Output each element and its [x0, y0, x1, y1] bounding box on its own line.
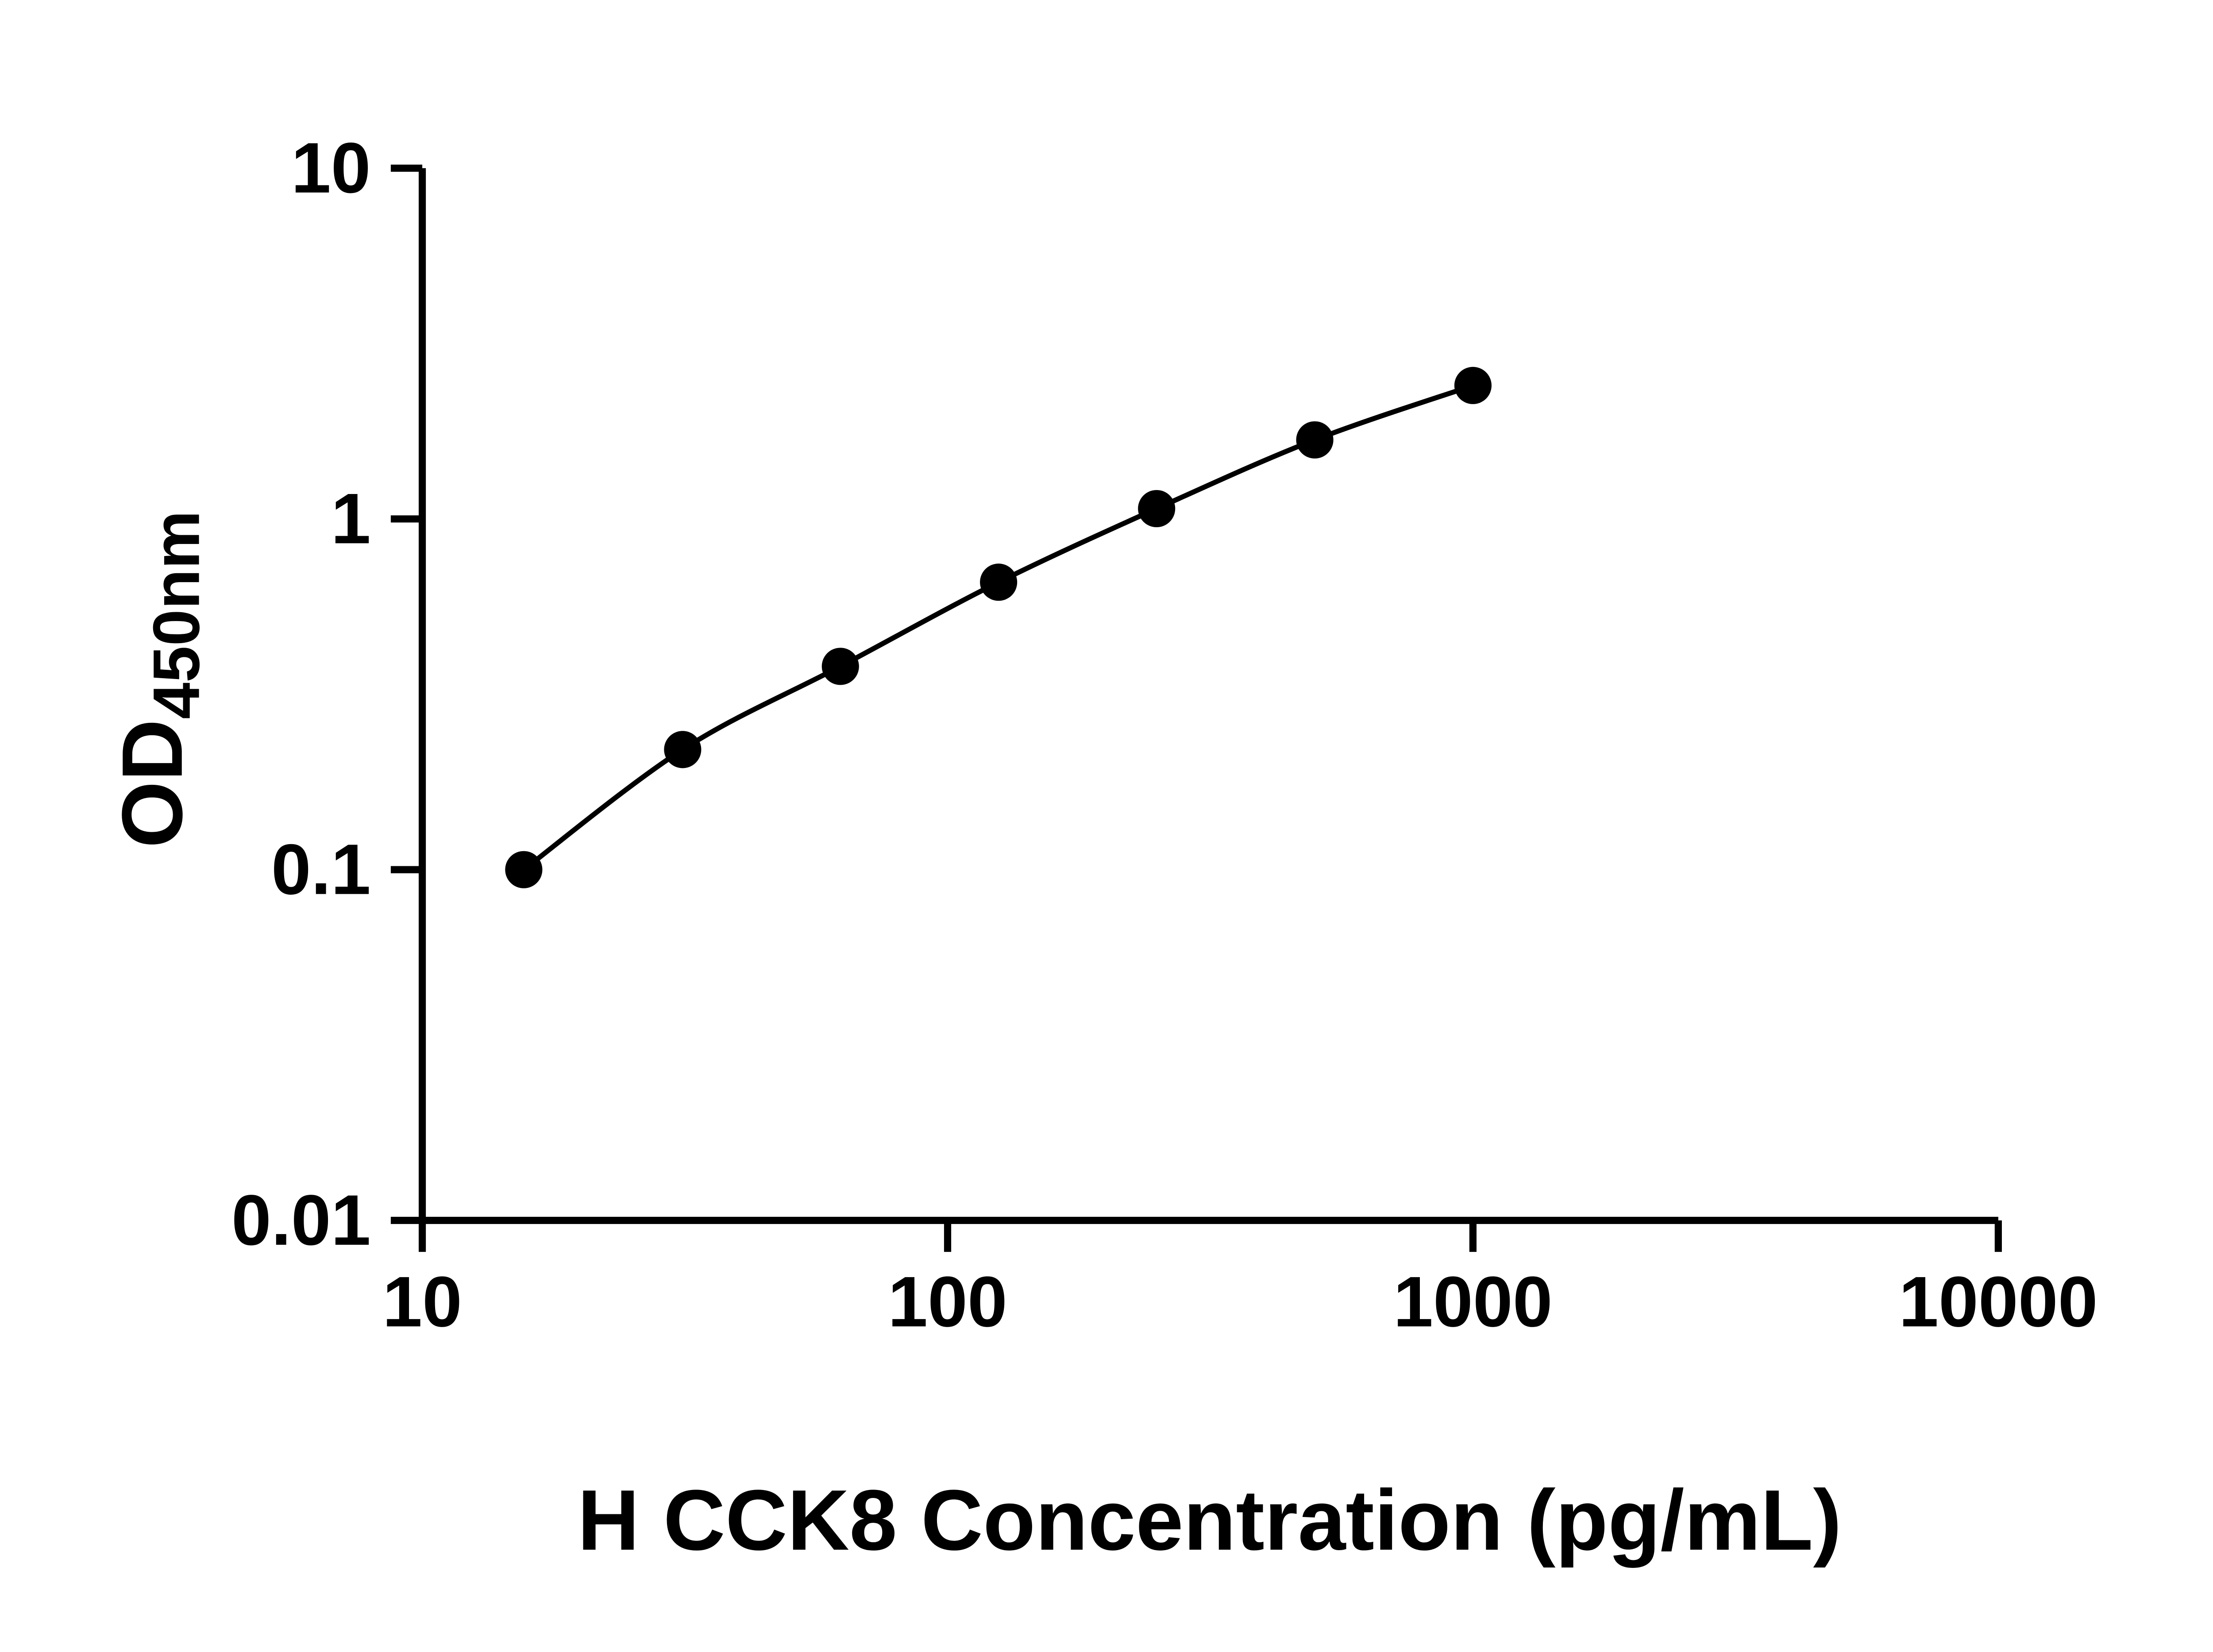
data-point — [1138, 490, 1176, 528]
y-axis-tick-label: 0.1 — [271, 830, 371, 910]
y-axis-tick-label: 10 — [291, 128, 371, 208]
x-axis-tick-label: 10000 — [1899, 1262, 2098, 1342]
y-axis-title: OD450nm — [104, 510, 213, 848]
standard-curve-series — [505, 367, 1492, 888]
axes — [418, 168, 1998, 1224]
axis-ticks — [390, 164, 2002, 1252]
data-point — [505, 851, 543, 888]
data-point — [1454, 367, 1492, 404]
data-point — [664, 731, 702, 768]
x-axis-tick-label: 1000 — [1393, 1262, 1553, 1342]
axis-frame — [418, 168, 1998, 1224]
x-axis-tick-label: 100 — [888, 1262, 1007, 1342]
fit-curve — [522, 383, 1474, 872]
data-point — [980, 564, 1018, 601]
y-axis-title-main: OD — [104, 719, 200, 848]
y-axis-tick-label: 1 — [331, 479, 371, 559]
y-axis-tick-label: 0.01 — [231, 1181, 371, 1260]
x-axis-tick-label: 10 — [382, 1262, 462, 1342]
x-axis-title: H CCK8 Concentration (pg/mL) — [578, 1472, 1842, 1568]
axis-tick-labels: 10 100 1000 10000 0.01 0.1 1 10 — [231, 128, 2098, 1342]
y-axis-title-subscript: 450nm — [139, 510, 213, 719]
data-point — [1296, 421, 1334, 459]
data-point — [821, 648, 859, 685]
